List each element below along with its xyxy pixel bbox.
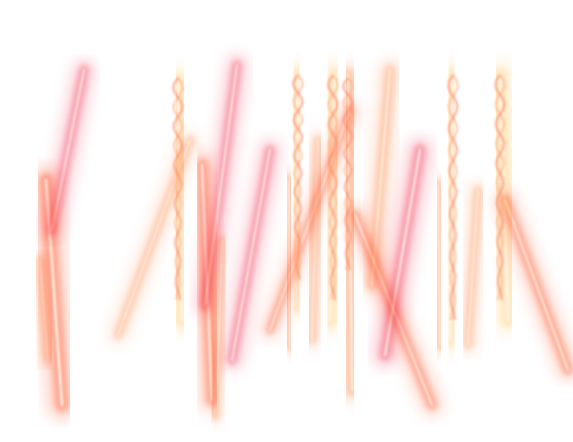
light-streak xyxy=(31,251,57,369)
light-streak xyxy=(109,131,199,344)
twisted-streak xyxy=(342,77,354,271)
twist-layer xyxy=(172,74,506,321)
light-streak xyxy=(221,139,281,371)
light-streak xyxy=(371,136,434,369)
light-streak xyxy=(303,131,327,349)
twisted-streak xyxy=(172,77,184,301)
streak-layer xyxy=(30,54,573,424)
light-streak xyxy=(459,181,487,354)
light-streak xyxy=(361,59,401,296)
light-streak xyxy=(41,59,95,241)
light-streak xyxy=(494,189,573,381)
twisted-streak xyxy=(494,74,506,301)
light-streak xyxy=(194,54,248,316)
light-streak xyxy=(206,231,231,424)
twisted-streak xyxy=(292,74,304,281)
twisted-streak xyxy=(447,74,459,321)
twisted-streak xyxy=(327,74,339,301)
light-streak xyxy=(427,174,451,356)
